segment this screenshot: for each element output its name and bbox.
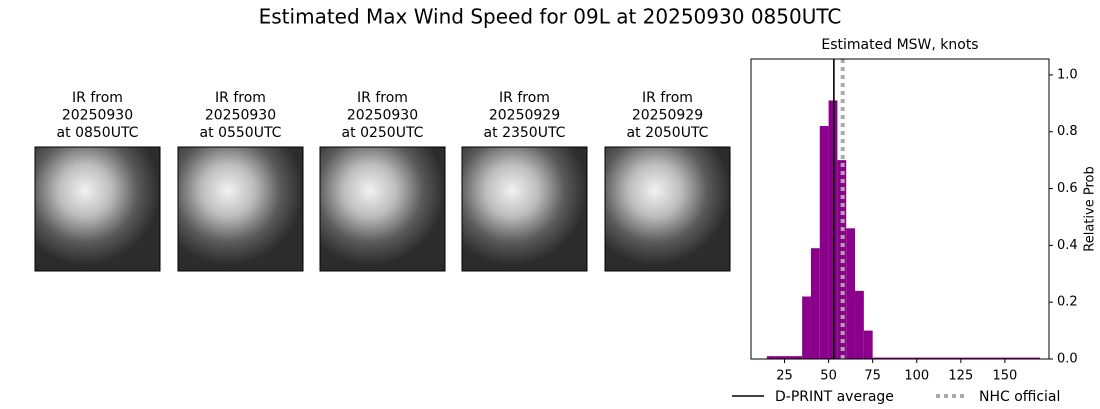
panel-caption: at 0850UTC	[57, 125, 139, 141]
bar	[793, 356, 803, 359]
ir-image	[461, 146, 588, 272]
bar	[766, 356, 776, 359]
panel-caption: at 2350UTC	[484, 125, 566, 141]
panel-caption: 20250929	[489, 108, 560, 124]
bar	[855, 290, 864, 359]
panel-caption: IR from	[499, 90, 550, 106]
panel-caption: IR from	[72, 90, 123, 106]
x-tick-label: 50	[820, 369, 837, 384]
ir-image	[319, 146, 446, 272]
x-tick-label: 75	[864, 369, 881, 384]
legend-label: D-PRINT average	[775, 389, 894, 405]
bar	[828, 100, 838, 360]
ir-image	[177, 146, 304, 272]
panel-caption: 20250929	[632, 108, 703, 124]
panel-caption: 20250930	[205, 108, 276, 124]
panel-caption: IR from	[357, 90, 408, 106]
legend-label: NHC official	[979, 389, 1060, 405]
plot-frame	[750, 58, 1050, 360]
page-title: Estimated Max Wind Speed for 09L at 2025…	[259, 5, 842, 29]
bar	[863, 330, 873, 359]
x-tick-label: 25	[776, 369, 793, 384]
chart-title: Estimated MSW, knots	[821, 37, 978, 53]
panel-caption: IR from	[642, 90, 693, 106]
y-tick-label: 0.8	[1057, 124, 1078, 139]
bar	[802, 296, 811, 359]
bar	[810, 248, 820, 359]
panel-caption: IR from	[215, 90, 266, 106]
y-tick-label: 0.4	[1057, 238, 1078, 253]
bar	[775, 356, 785, 359]
x-tick-label: 100	[904, 369, 929, 384]
bar	[846, 228, 856, 359]
y-axis-label: Relative Prob	[1083, 166, 1098, 251]
bar	[872, 357, 1041, 359]
x-tick-label: 150	[993, 369, 1018, 384]
panel-caption: 20250930	[347, 108, 418, 124]
panel-caption: at 0550UTC	[200, 125, 282, 141]
ir-image	[604, 146, 731, 272]
y-tick-label: 1.0	[1057, 67, 1078, 82]
panel-caption: at 2050UTC	[627, 125, 709, 141]
histogram-chart: Estimated MSW, knots 25 50 75 100 125 150 0.0 0.…	[732, 37, 1098, 405]
panel-caption: 20250930	[62, 108, 133, 124]
x-tick-label: 125	[948, 369, 973, 384]
y-tick-label: 0.0	[1057, 352, 1078, 367]
ir-image	[34, 146, 161, 272]
panel-caption: at 0250UTC	[342, 125, 424, 141]
y-tick-label: 0.2	[1057, 295, 1078, 310]
bar	[784, 356, 794, 359]
bar	[819, 126, 829, 359]
y-tick-label: 0.6	[1057, 181, 1078, 196]
